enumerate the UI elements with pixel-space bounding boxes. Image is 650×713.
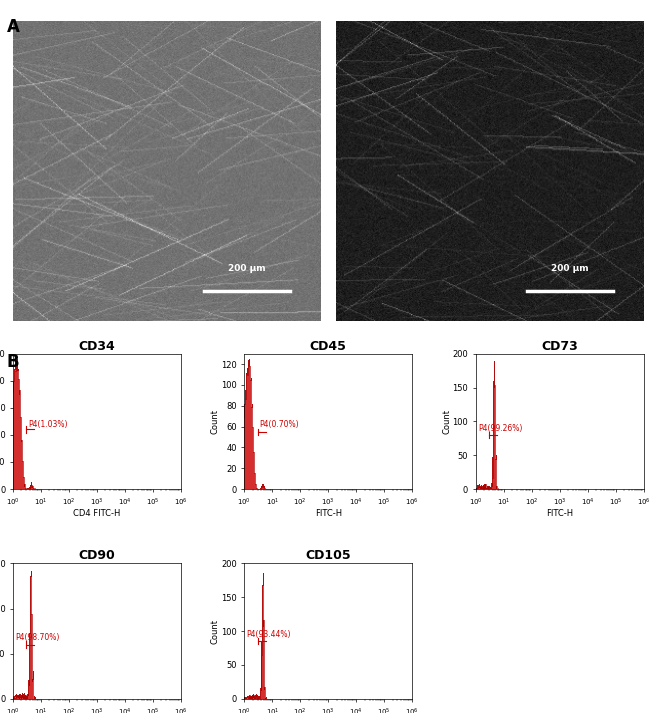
Title: CD90: CD90 — [79, 549, 115, 563]
Text: P4(98.70%): P4(98.70%) — [15, 633, 60, 642]
Title: CD34: CD34 — [79, 339, 115, 352]
Y-axis label: Count: Count — [442, 409, 451, 434]
Text: 200 μm: 200 μm — [551, 265, 588, 273]
Text: P4(99.26%): P4(99.26%) — [478, 424, 523, 433]
Title: CD73: CD73 — [541, 339, 578, 352]
X-axis label: CD4 FITC-H: CD4 FITC-H — [73, 509, 120, 518]
Text: 200 μm: 200 μm — [228, 265, 266, 273]
Title: CD105: CD105 — [306, 549, 351, 563]
Text: B: B — [6, 353, 19, 371]
X-axis label: FITC-H: FITC-H — [546, 509, 573, 518]
Text: A: A — [6, 18, 20, 36]
Y-axis label: Count: Count — [211, 619, 220, 644]
Title: CD45: CD45 — [310, 339, 346, 352]
X-axis label: FITC-H: FITC-H — [315, 509, 342, 518]
Text: P4(0.70%): P4(0.70%) — [259, 420, 299, 429]
Y-axis label: Count: Count — [211, 409, 220, 434]
Text: P4(1.03%): P4(1.03%) — [28, 419, 68, 429]
Text: P4(93.44%): P4(93.44%) — [246, 630, 291, 639]
